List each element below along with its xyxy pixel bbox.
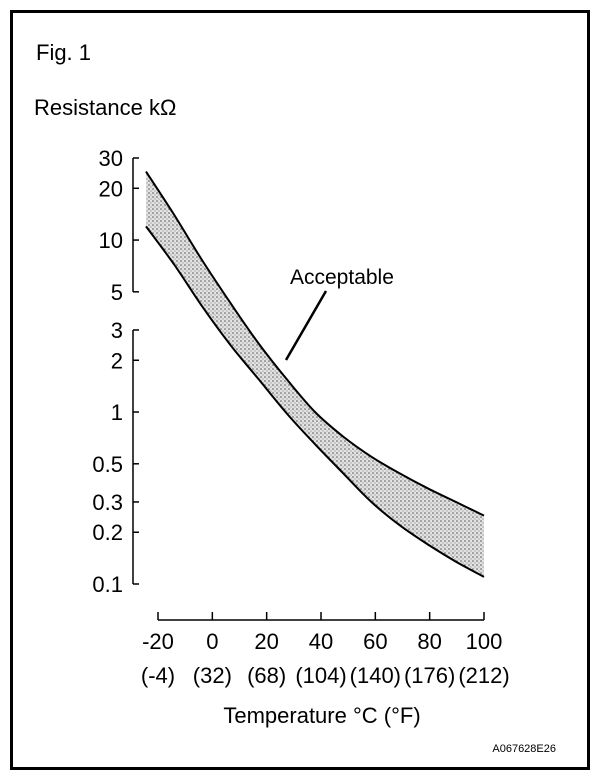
y-tick-label: 10 xyxy=(99,228,123,253)
figure-frame xyxy=(10,10,590,770)
image-code: A067628E26 xyxy=(492,743,556,755)
x-tick-label-celsius: 60 xyxy=(363,629,387,654)
y-tick-label: 1 xyxy=(111,400,123,425)
x-tick-label-celsius: 0 xyxy=(206,629,218,654)
x-tick-label-fahrenheit: (140) xyxy=(350,663,401,688)
acceptable-annotation: Acceptable xyxy=(290,266,394,289)
x-tick-label-celsius: 80 xyxy=(417,629,441,654)
y-tick-label: 0.3 xyxy=(92,490,123,515)
x-tick-label-fahrenheit: (104) xyxy=(295,663,346,688)
upper-bound-line xyxy=(145,171,485,517)
y-tick-label: 2 xyxy=(111,348,123,373)
y-tick-label: 0.5 xyxy=(92,452,123,477)
y-axis-title: Resistance kΩ xyxy=(34,95,176,120)
figure-label: Fig. 1 xyxy=(36,40,91,65)
x-tick-label-celsius: 100 xyxy=(466,629,503,654)
x-tick-label-fahrenheit: (212) xyxy=(458,663,509,688)
x-tick-label-celsius: -20 xyxy=(142,629,174,654)
x-tick-label-fahrenheit: (176) xyxy=(404,663,455,688)
y-tick-label: 5 xyxy=(111,280,123,305)
x-tick-label-fahrenheit: (68) xyxy=(247,663,286,688)
acceptable-band-fill xyxy=(146,171,484,577)
x-axis: -20 (-4) 0 (32) 20 (68) 40 (104) 60 (140) 80 (176) 1… xyxy=(141,612,510,688)
x-tick-label-celsius: 20 xyxy=(254,629,278,654)
y-tick-label: 0.2 xyxy=(92,520,123,545)
y-tick-label: 0.1 xyxy=(92,572,123,597)
x-tick-label-celsius: 40 xyxy=(309,629,333,654)
y-tick-label: 20 xyxy=(99,176,123,201)
x-axis-title: Temperature °C (°F) xyxy=(223,703,420,728)
y-tick-label: 30 xyxy=(99,146,123,171)
x-tick-label-fahrenheit: (32) xyxy=(193,663,232,688)
y-tick-label: 3 xyxy=(111,318,123,343)
x-tick-label-fahrenheit: (-4) xyxy=(141,663,175,688)
y-axis: 30 20 10 5 3 2 1 0.5 0.3 0.2 0.1 xyxy=(92,146,139,597)
annotation-leader-line xyxy=(284,290,328,361)
lower-bound-line xyxy=(145,225,485,578)
